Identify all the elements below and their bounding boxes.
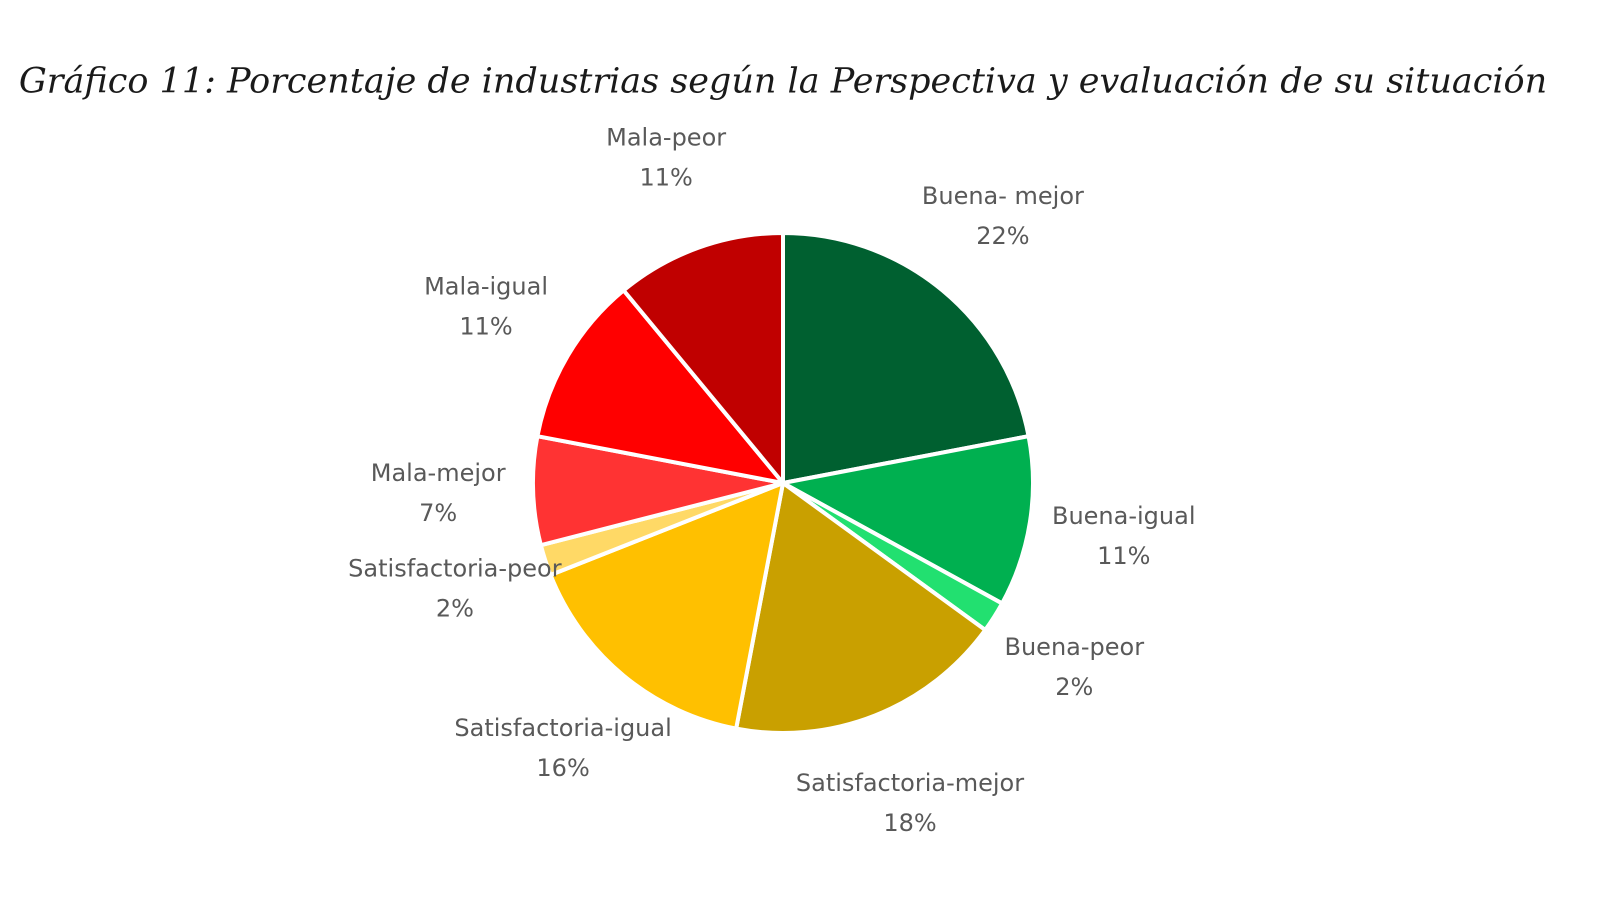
slice-label: Buena- mejor (922, 182, 1084, 210)
chart-title: Gráfico 11: Porcentaje de industrias seg… (19, 62, 1547, 102)
slice-label: Satisfactoria-igual (454, 714, 671, 742)
pie-slice (621, 231, 785, 485)
pie-slice (781, 231, 1031, 485)
slice-value-label: 11% (459, 312, 512, 340)
slice-value-label: 7% (419, 499, 457, 527)
pie-slice (781, 434, 1035, 606)
slice-value-label: 11% (1097, 542, 1150, 570)
slice-label: Mala-mejor (371, 459, 506, 487)
slice-label: Satisfactoria-mejor (796, 769, 1024, 797)
slice-label: Mala-peor (606, 123, 726, 151)
slice-value-label: 2% (1055, 673, 1093, 701)
slice-value-label: 18% (883, 809, 936, 837)
pie-slice (734, 481, 988, 735)
slice-label: Buena-peor (1005, 633, 1145, 661)
slice-value-label: 22% (976, 222, 1029, 250)
slice-label: Buena-igual (1052, 502, 1196, 530)
slice-value-label: 2% (436, 595, 474, 623)
slice-value-label: 11% (639, 163, 692, 191)
pie-slice (548, 481, 785, 731)
slice-label: Satisfactoria-peor (348, 555, 562, 583)
pie-slice (531, 434, 785, 548)
slice-value-label: 16% (536, 754, 589, 782)
pie-slice (535, 288, 785, 485)
slice-label: Mala-igual (424, 272, 548, 300)
